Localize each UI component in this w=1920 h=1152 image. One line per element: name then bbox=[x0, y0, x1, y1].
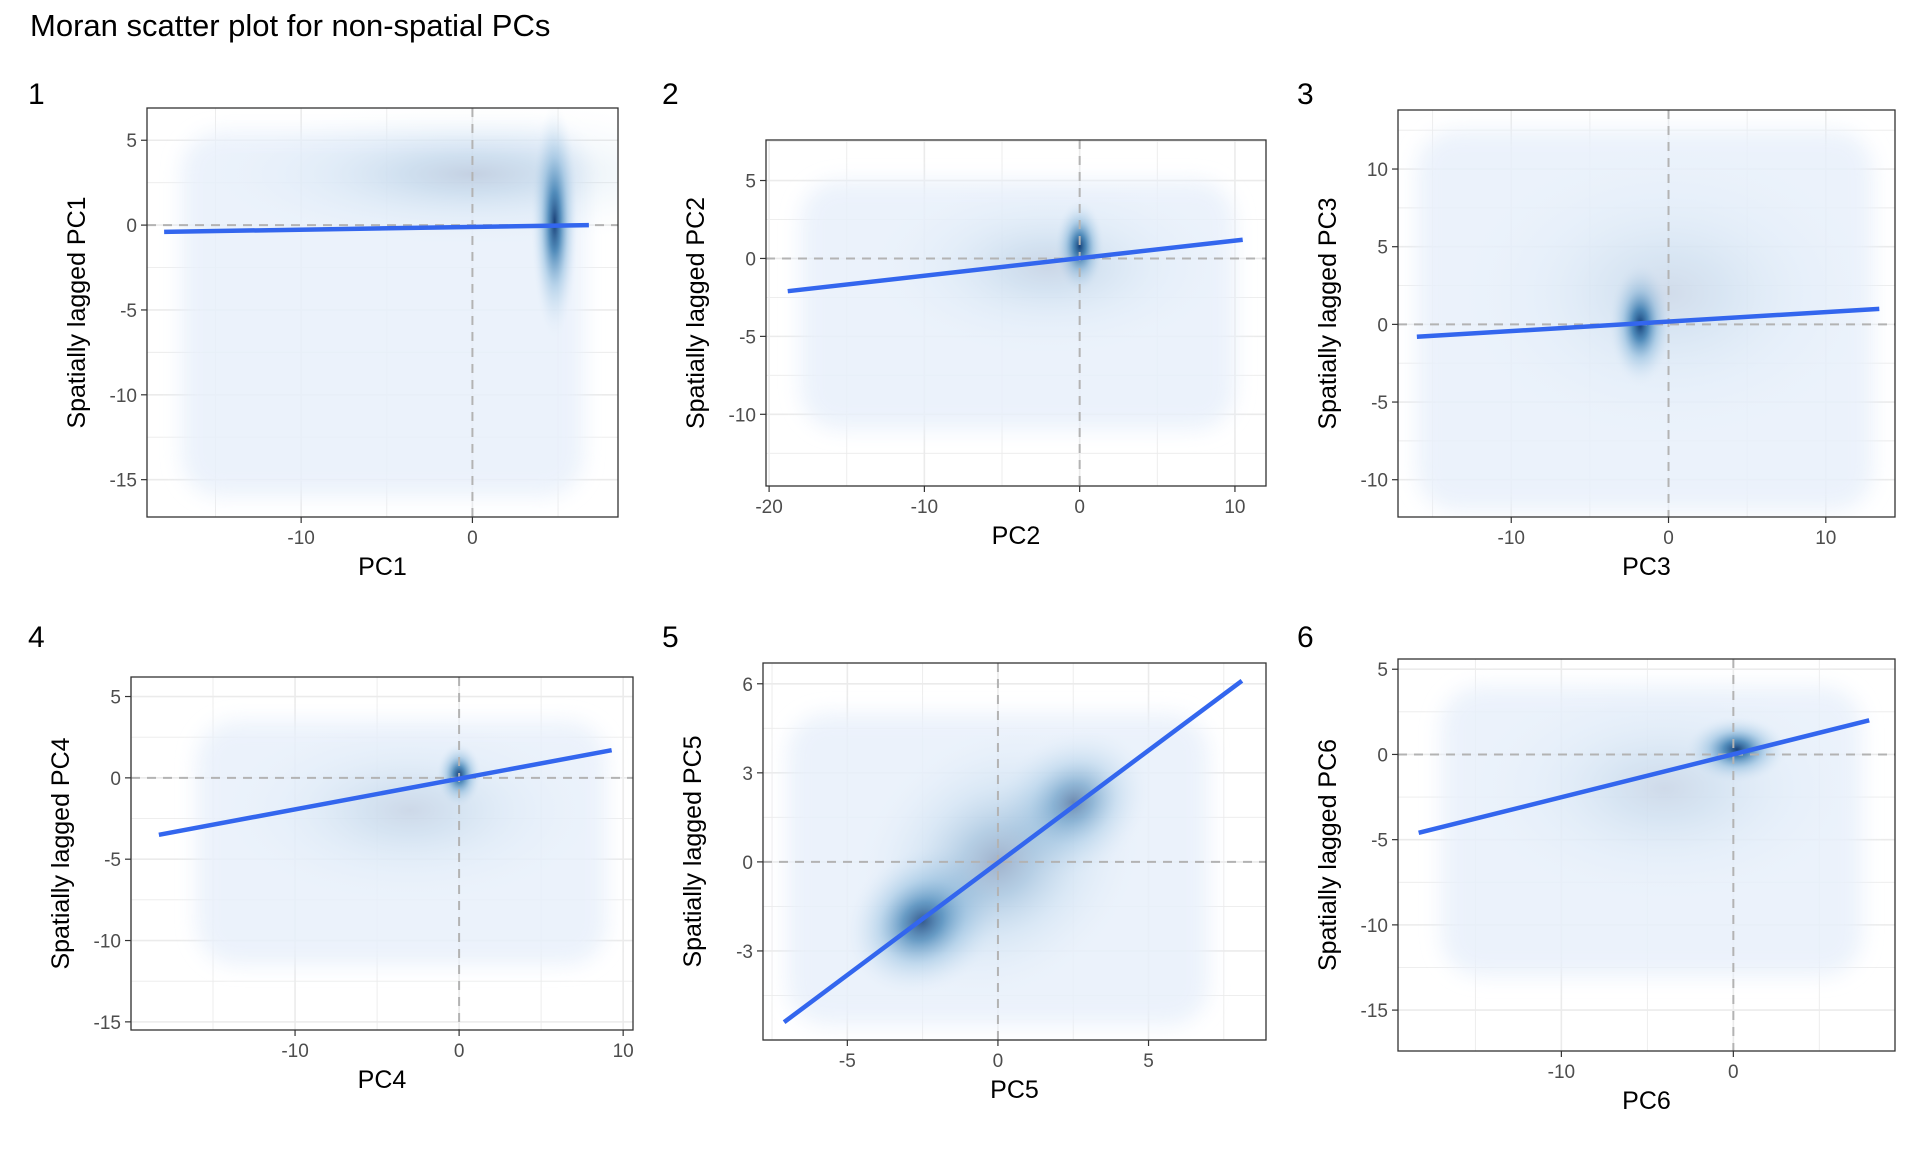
x-axis-label: PC3 bbox=[1622, 553, 1671, 581]
y-tick-label: -5 bbox=[1371, 831, 1388, 852]
density-cluster bbox=[1458, 669, 1871, 908]
y-tick-label: -5 bbox=[739, 327, 756, 348]
panel-1: 1 -10 0 -15 -10 -5 0 5 PC1 Spatially lagged PC1 bbox=[28, 78, 619, 581]
y-axis-label: Spatially lagged PC2 bbox=[682, 197, 710, 429]
regression-line bbox=[782, 679, 1244, 1024]
panel-5: 5 -5 0 5 -3 0 3 6 PC5 Spatially lagged PC5 bbox=[662, 621, 1267, 1104]
y-tick-label: -10 bbox=[110, 386, 137, 407]
y-tick-label: -5 bbox=[1371, 393, 1388, 414]
y-axis-label: Spatially lagged PC3 bbox=[1314, 197, 1342, 429]
density-cluster bbox=[862, 172, 1235, 360]
y-tick-label: 3 bbox=[742, 764, 753, 785]
x-tick-label: 0 bbox=[1663, 528, 1674, 549]
panel-tag: 6 bbox=[1297, 621, 1314, 654]
y-tick-label: 5 bbox=[1377, 238, 1388, 259]
y-tick-label: 5 bbox=[110, 688, 121, 709]
y-tick-label: 0 bbox=[745, 249, 756, 270]
panel-tag: 3 bbox=[1297, 78, 1314, 111]
x-tick-label: -10 bbox=[1548, 1062, 1575, 1083]
panel-tag: 1 bbox=[28, 78, 45, 111]
x-tick-label: 10 bbox=[1224, 497, 1245, 518]
x-tick-label: 10 bbox=[613, 1041, 634, 1062]
y-tick-label: -10 bbox=[94, 932, 121, 953]
x-tick-label: -10 bbox=[911, 497, 938, 518]
panel-tag: 2 bbox=[662, 78, 679, 111]
y-tick-label: 0 bbox=[1377, 745, 1388, 766]
x-axis-label: PC2 bbox=[992, 522, 1041, 550]
density-cluster bbox=[198, 108, 618, 249]
x-tick-label: 0 bbox=[1728, 1062, 1739, 1083]
panel-4: 4 -10 0 10 -15 -10 -5 0 5 PC4 Spatially lagged PC4 bbox=[28, 621, 634, 1094]
density-cluster bbox=[213, 712, 607, 908]
y-tick-label: -15 bbox=[1361, 1001, 1388, 1022]
panel-2: 2 -20 -10 0 10 -10 -5 0 5 PC2 Spatially lagged PC2 bbox=[662, 78, 1267, 550]
figure-title: Moran scatter plot for non-spatial PCs bbox=[30, 8, 551, 43]
x-axis-label: PC6 bbox=[1622, 1087, 1671, 1115]
panel-border bbox=[765, 139, 1267, 487]
x-tick-label: 0 bbox=[993, 1051, 1004, 1072]
panel-3: 3 -10 0 10 -10 -5 0 5 10 PC3 Spatially lagged PC3 bbox=[1297, 78, 1896, 581]
x-axis-label: PC5 bbox=[990, 1076, 1039, 1104]
panel-border bbox=[1397, 109, 1896, 518]
x-tick-label: -20 bbox=[755, 497, 782, 518]
panel-tag: 5 bbox=[662, 621, 679, 654]
x-axis-label: PC4 bbox=[358, 1066, 407, 1094]
x-tick-label: -10 bbox=[281, 1041, 308, 1062]
y-tick-label: 0 bbox=[1377, 315, 1388, 336]
y-tick-label: 0 bbox=[126, 216, 137, 237]
density-hexbin bbox=[800, 172, 1235, 430]
regression-line bbox=[787, 237, 1243, 294]
x-tick-label: -5 bbox=[839, 1051, 856, 1072]
y-tick-label: -15 bbox=[94, 1013, 121, 1034]
y-tick-label: -5 bbox=[104, 850, 121, 871]
y-tick-label: 10 bbox=[1367, 160, 1388, 181]
y-tick-label: 5 bbox=[745, 172, 756, 193]
y-tick-label: -3 bbox=[736, 942, 753, 963]
x-tick-label: 10 bbox=[1815, 528, 1836, 549]
panel-border bbox=[130, 676, 634, 1031]
density-hexbin bbox=[1440, 669, 1871, 977]
x-tick-label: 0 bbox=[454, 1041, 465, 1062]
y-tick-label: -15 bbox=[110, 471, 137, 492]
panel-border bbox=[146, 107, 619, 518]
x-tick-label: 0 bbox=[1074, 497, 1085, 518]
regression-line bbox=[1416, 306, 1880, 340]
density-hexbin bbox=[181, 108, 618, 497]
y-tick-label: 5 bbox=[1377, 660, 1388, 681]
x-tick-label: -10 bbox=[1498, 528, 1525, 549]
y-tick-label: 0 bbox=[110, 769, 121, 790]
y-axis-label: Spatially lagged PC5 bbox=[679, 735, 707, 967]
x-axis-label: PC1 bbox=[358, 553, 407, 581]
y-tick-label: -10 bbox=[1361, 471, 1388, 492]
panel-border bbox=[762, 662, 1267, 1041]
panel-6: 6 -10 0 -15 -10 -5 0 5 PC6 Spatially lagged PC6 bbox=[1297, 621, 1896, 1115]
y-tick-label: -5 bbox=[120, 301, 137, 322]
y-tick-label: -10 bbox=[1361, 916, 1388, 937]
y-tick-label: 0 bbox=[742, 853, 753, 874]
regression-line bbox=[1418, 718, 1870, 836]
regression-line bbox=[164, 222, 589, 235]
y-axis-label: Spatially lagged PC6 bbox=[1314, 739, 1342, 971]
y-tick-label: 5 bbox=[126, 131, 137, 152]
panel-border bbox=[1397, 658, 1896, 1052]
x-tick-label: 5 bbox=[1143, 1051, 1154, 1072]
y-axis-label: Spatially lagged PC1 bbox=[63, 196, 91, 428]
x-tick-label: 0 bbox=[467, 528, 478, 549]
y-tick-label: 6 bbox=[742, 675, 753, 696]
regression-line bbox=[158, 747, 613, 838]
y-axis-label: Spatially lagged PC4 bbox=[47, 737, 75, 969]
x-tick-label: -10 bbox=[287, 528, 314, 549]
density-hexbin bbox=[196, 712, 607, 965]
y-tick-label: -10 bbox=[729, 405, 756, 426]
panel-tag: 4 bbox=[28, 621, 45, 654]
